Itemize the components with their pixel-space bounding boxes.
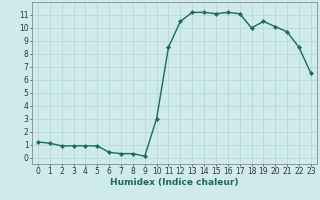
X-axis label: Humidex (Indice chaleur): Humidex (Indice chaleur)	[110, 178, 239, 187]
